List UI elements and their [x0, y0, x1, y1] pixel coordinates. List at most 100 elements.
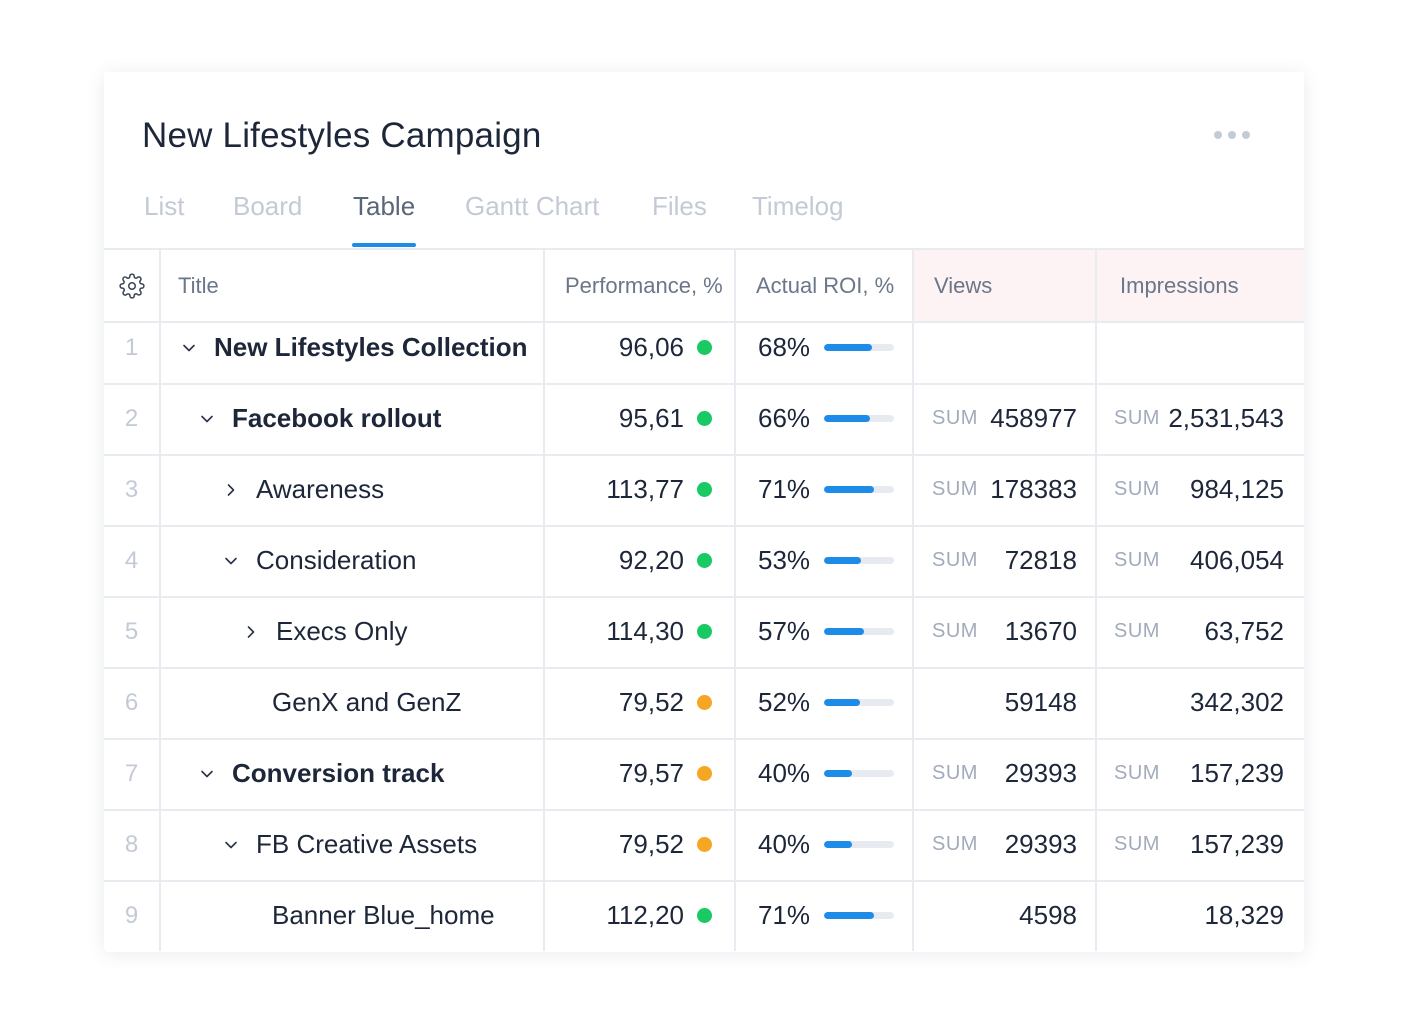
roi-progress-bar [824, 841, 894, 848]
row-title: New Lifestyles Collection [214, 332, 528, 362]
title-cell[interactable]: Execs Only [161, 596, 545, 667]
table-row[interactable]: 5 Execs Only 114,30 57% SUM 13670 SUM 63… [104, 596, 1304, 669]
tab-timelog[interactable]: Timelog [752, 191, 844, 221]
roi-cell[interactable]: 40% [736, 738, 914, 809]
tab-board[interactable]: Board [233, 191, 303, 221]
roi-progress-fill [824, 912, 874, 919]
status-dot [697, 837, 712, 852]
views-cell[interactable]: 4598 [914, 880, 1097, 951]
title-cell[interactable]: Consideration [161, 525, 545, 596]
title-cell[interactable]: GenX and GenZ [161, 667, 545, 738]
title-cell[interactable]: New Lifestyles Collection [161, 312, 545, 383]
chevron-down-icon[interactable] [220, 834, 242, 856]
impressions-value: 157,239 [1190, 829, 1284, 859]
title-cell[interactable]: Awareness [161, 454, 545, 525]
performance-cell[interactable]: 79,57 [545, 738, 736, 809]
roi-progress-bar [824, 628, 894, 635]
row-title: Conversion track [232, 758, 445, 788]
title-cell[interactable]: Banner Blue_home [161, 880, 545, 951]
column-header-roi[interactable]: Actual ROI, % [736, 250, 914, 321]
status-dot [697, 340, 712, 355]
performance-cell[interactable]: 113,77 [545, 454, 736, 525]
views-value: 4598 [1019, 900, 1077, 930]
row-number-cell: 8 [104, 809, 161, 880]
row-number: 1 [124, 333, 139, 361]
chevron-right-icon[interactable] [240, 621, 262, 643]
row-number-cell: 2 [104, 383, 161, 454]
views-cell[interactable]: SUM 72818 [914, 525, 1097, 596]
views-cell[interactable]: SUM 458977 [914, 383, 1097, 454]
roi-value: 68% [758, 332, 811, 362]
views-cell[interactable]: SUM 29393 [914, 809, 1097, 880]
chevron-down-icon[interactable] [196, 408, 218, 430]
more-horizontal-icon[interactable] [1214, 126, 1250, 144]
chevron-right-icon[interactable] [220, 479, 242, 501]
more-dot [1228, 131, 1236, 139]
impressions-cell[interactable]: SUM 984,125 [1097, 454, 1304, 525]
chevron-down-icon[interactable] [196, 763, 218, 785]
impressions-cell[interactable]: SUM 2,531,543 [1097, 383, 1304, 454]
row-title: Awareness [256, 474, 385, 504]
title-cell[interactable]: FB Creative Assets [161, 809, 545, 880]
column-header-views[interactable]: Views [914, 250, 1097, 321]
roi-cell[interactable]: 68% [736, 312, 914, 383]
chevron-down-icon[interactable] [178, 337, 200, 359]
data-table: Title Performance, % Actual ROI, % Views… [104, 248, 1304, 954]
tab-table[interactable]: Table [353, 191, 416, 221]
performance-cell[interactable]: 79,52 [545, 809, 736, 880]
performance-cell[interactable]: 114,30 [545, 596, 736, 667]
roi-progress-bar [824, 699, 894, 706]
views-sum-label: SUM [932, 833, 978, 855]
roi-progress-fill [824, 486, 874, 493]
table-row[interactable]: 7 Conversion track 79,57 40% SUM 29393 S… [104, 738, 1304, 811]
column-settings[interactable] [104, 250, 161, 321]
views-sum-label: SUM [932, 407, 978, 429]
tab-files[interactable]: Files [652, 191, 707, 221]
roi-cell[interactable]: 52% [736, 667, 914, 738]
performance-cell[interactable]: 112,20 [545, 880, 736, 951]
impressions-sum-label: SUM [1114, 407, 1160, 429]
roi-cell[interactable]: 57% [736, 596, 914, 667]
impressions-cell[interactable]: SUM 63,752 [1097, 596, 1304, 667]
roi-cell[interactable]: 40% [736, 809, 914, 880]
table-row[interactable]: 9 Banner Blue_home 112,20 71% 4598 18,32… [104, 880, 1304, 951]
performance-cell[interactable]: 79,52 [545, 667, 736, 738]
status-dot [697, 908, 712, 923]
views-cell[interactable]: SUM 178383 [914, 454, 1097, 525]
performance-value: 113,77 [606, 474, 684, 504]
chevron-down-icon[interactable] [220, 550, 242, 572]
status-dot [697, 411, 712, 426]
table-row[interactable]: 3 Awareness 113,77 71% SUM 178383 SUM 98… [104, 454, 1304, 527]
views-cell[interactable]: SUM 29393 [914, 738, 1097, 809]
impressions-cell[interactable]: 18,329 [1097, 880, 1304, 951]
views-cell[interactable]: 59148 [914, 667, 1097, 738]
tab-list[interactable]: List [144, 191, 185, 221]
column-header-title[interactable]: Title [161, 250, 545, 321]
roi-cell[interactable]: 71% [736, 454, 914, 525]
impressions-value: 984,125 [1190, 474, 1284, 504]
column-header-impressions[interactable]: Impressions [1097, 250, 1304, 321]
performance-value: 79,52 [618, 829, 684, 859]
table-row[interactable]: 6 GenX and GenZ 79,52 52% 59148 342,302 [104, 667, 1304, 740]
table-row[interactable]: 4 Consideration 92,20 53% SUM 72818 SUM … [104, 525, 1304, 598]
performance-cell[interactable]: 92,20 [545, 525, 736, 596]
views-cell[interactable] [914, 312, 1097, 383]
table-row[interactable]: 8 FB Creative Assets 79,52 40% SUM 29393… [104, 809, 1304, 882]
column-header-performance[interactable]: Performance, % [545, 250, 736, 321]
roi-cell[interactable]: 53% [736, 525, 914, 596]
impressions-cell[interactable]: SUM 406,054 [1097, 525, 1304, 596]
performance-cell[interactable]: 95,61 [545, 383, 736, 454]
title-cell[interactable]: Conversion track [161, 738, 545, 809]
performance-cell[interactable]: 96,06 [545, 312, 736, 383]
impressions-cell[interactable]: SUM 157,239 [1097, 809, 1304, 880]
table-row[interactable]: 2 Facebook rollout 95,61 66% SUM 458977 … [104, 383, 1304, 456]
tab-gantt-chart[interactable]: Gantt Chart [465, 191, 600, 221]
impressions-cell[interactable]: 342,302 [1097, 667, 1304, 738]
roi-cell[interactable]: 71% [736, 880, 914, 951]
roi-cell[interactable]: 66% [736, 383, 914, 454]
views-cell[interactable]: SUM 13670 [914, 596, 1097, 667]
impressions-cell[interactable] [1097, 312, 1304, 383]
impressions-cell[interactable]: SUM 157,239 [1097, 738, 1304, 809]
title-cell[interactable]: Facebook rollout [161, 383, 545, 454]
table-row[interactable]: 1 New Lifestyles Collection 96,06 68% [104, 312, 1304, 385]
